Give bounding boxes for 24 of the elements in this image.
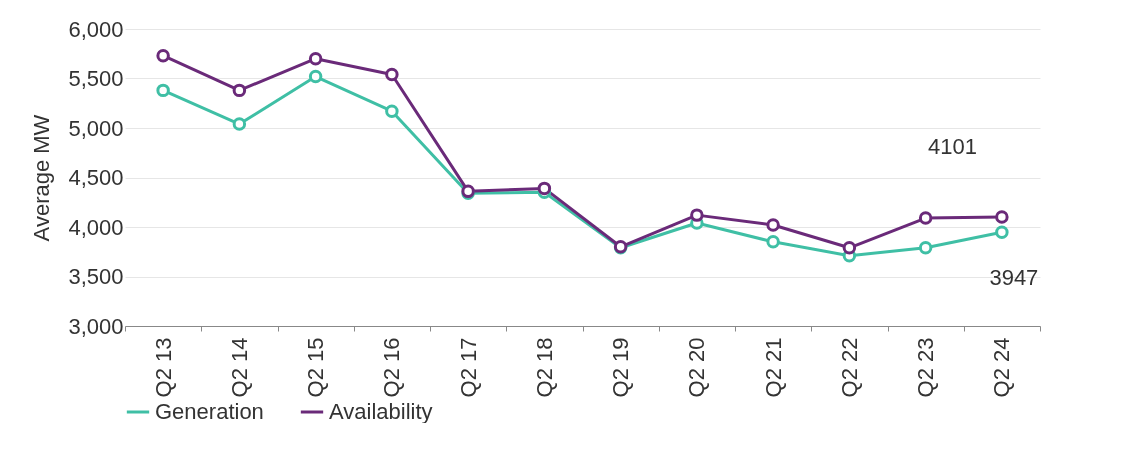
- x-tick-label: Q2 23: [913, 337, 939, 398]
- x-tick-label: Q2 24: [989, 337, 1015, 398]
- y-tick-label: 4,500: [68, 165, 124, 190]
- y-tick-label: 5,000: [68, 115, 124, 141]
- legend-label: Availability: [329, 399, 433, 424]
- data-label: 4101: [927, 134, 977, 159]
- x-tick-label: Q2 13: [150, 337, 176, 398]
- x-tick-label: Q2 17: [455, 337, 481, 398]
- x-tick-label: Q2 18: [531, 337, 557, 398]
- x-tick-label: Q2 16: [379, 337, 405, 398]
- data-label: 3947: [989, 265, 1039, 291]
- y-tick-label: 5,500: [68, 66, 124, 91]
- x-tick-label: Q2 14: [226, 337, 252, 398]
- x-tick-label: Q2 22: [836, 337, 862, 398]
- x-tick-label: Q2 19: [608, 337, 634, 398]
- x-tick-label: Q2 21: [760, 337, 786, 398]
- y-tick-label: 3,000: [68, 313, 124, 339]
- y-tick-label: 4,000: [68, 214, 124, 240]
- y-tick-label: 6,000: [68, 16, 124, 42]
- legend-label: Generation: [155, 399, 264, 424]
- x-tick-label: Q2 20: [684, 337, 710, 398]
- x-tick-label: Q2 15: [303, 337, 329, 398]
- y-tick-label: 3,500: [68, 264, 124, 289]
- y-axis-title: Average MW: [29, 114, 55, 242]
